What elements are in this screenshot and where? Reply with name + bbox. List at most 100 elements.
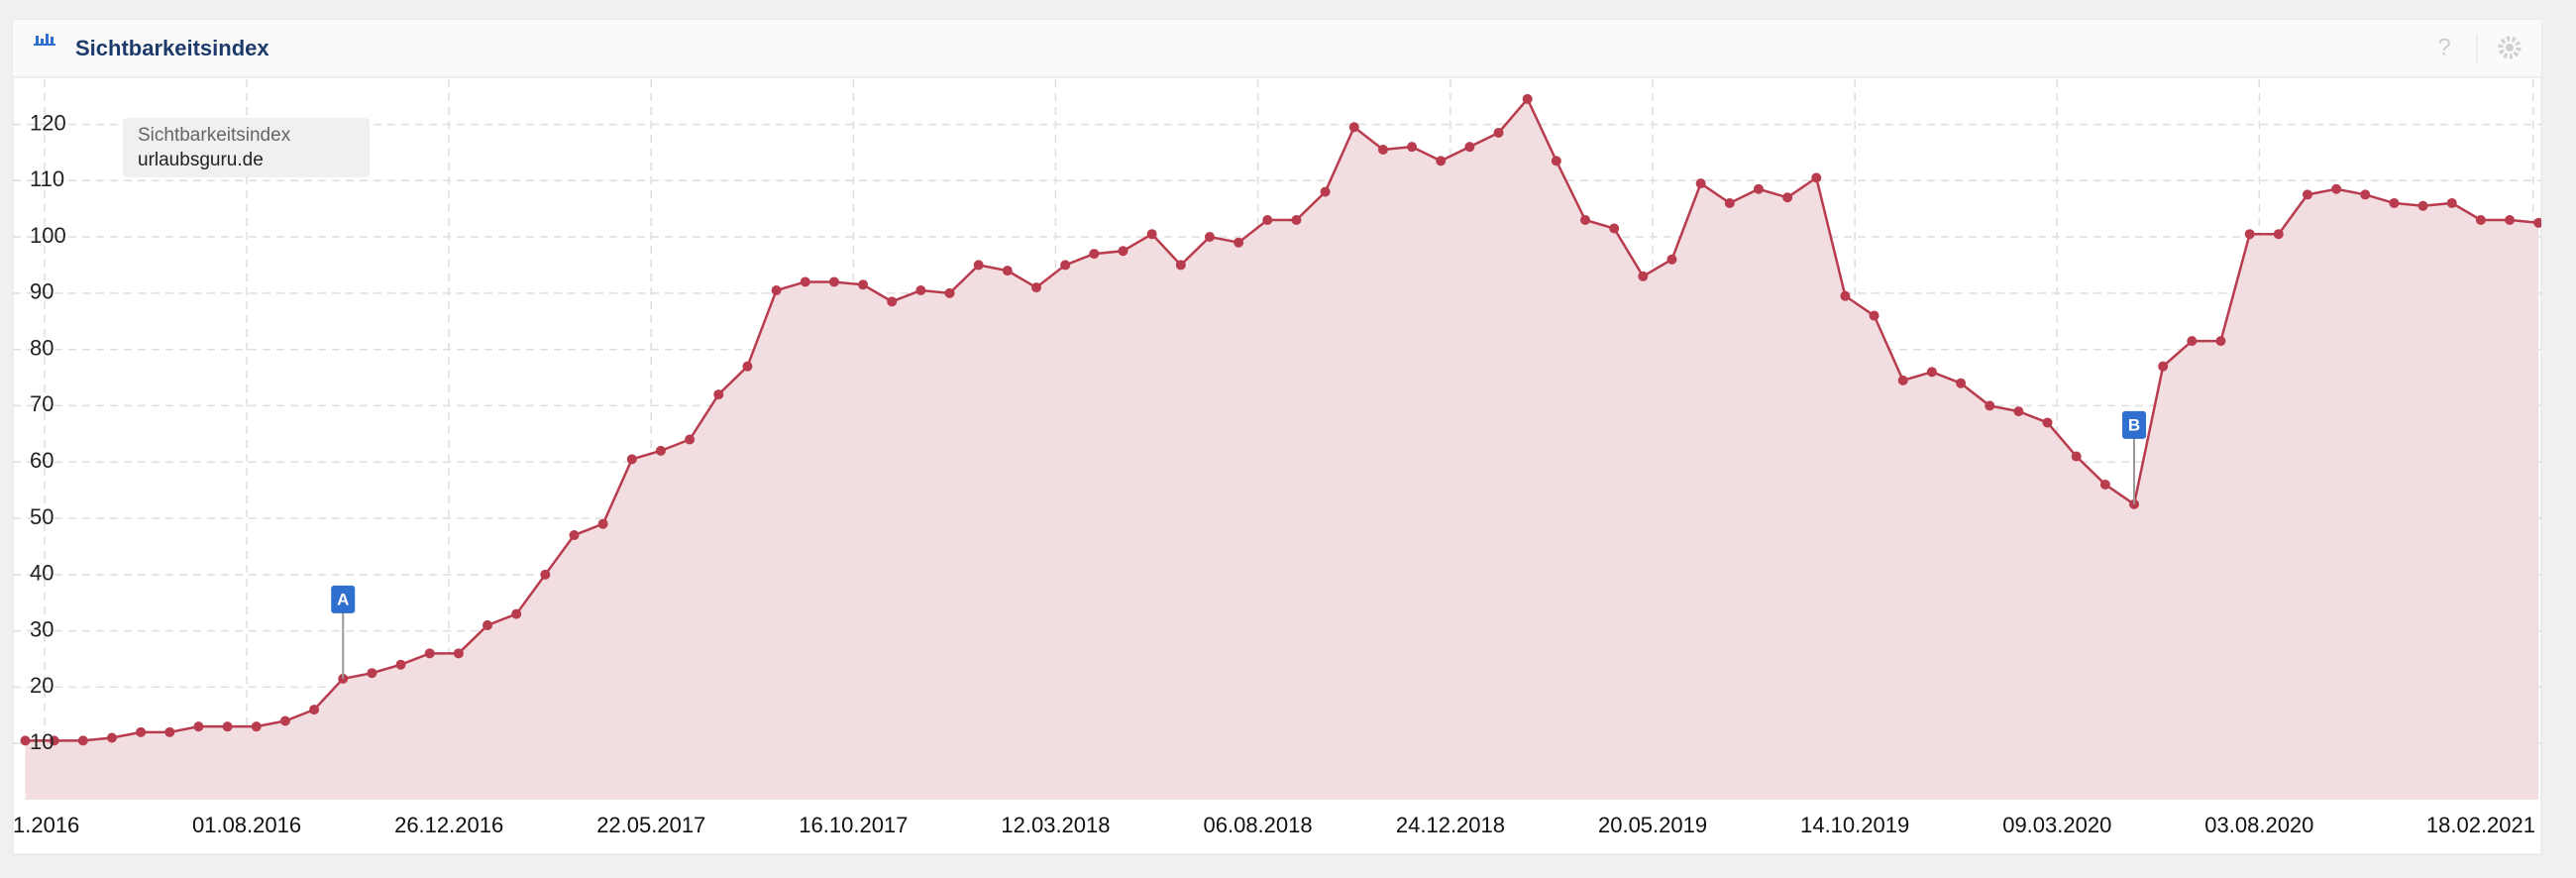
settings-icon[interactable]	[2498, 36, 2522, 59]
x-tick-label: 12.03.2018	[1001, 813, 1110, 837]
x-tick-label: 16.10.2017	[799, 813, 908, 837]
legend-title: Sichtbarkeitsindex	[138, 125, 291, 146]
data-point	[49, 735, 59, 746]
svg-text:?: ?	[2437, 34, 2450, 60]
data-point	[1407, 142, 1418, 153]
y-tick-label: 40	[30, 561, 54, 586]
data-point	[2013, 406, 2024, 417]
data-point	[2446, 197, 2457, 208]
data-point	[1118, 246, 1128, 257]
data-point	[1320, 186, 1331, 197]
data-point	[1204, 232, 1215, 243]
data-point	[1926, 367, 1937, 378]
y-tick-label: 120	[30, 110, 66, 135]
x-tick-label: 06.08.2018	[1204, 813, 1313, 837]
card-title: Sichtbarkeitsindex	[75, 36, 269, 60]
data-point	[973, 260, 984, 271]
data-point	[2273, 229, 2284, 240]
data-point	[424, 648, 435, 659]
data-point	[2360, 189, 2371, 200]
data-point	[1291, 214, 1302, 225]
data-point	[1175, 260, 1186, 271]
data-point	[771, 284, 782, 295]
data-point	[1956, 378, 1967, 388]
data-point	[2071, 451, 2082, 462]
data-point	[483, 619, 493, 630]
data-point	[1753, 183, 1764, 194]
chart-icon	[34, 34, 55, 46]
data-point	[828, 276, 839, 287]
legend-entry: urlaubsguru.de	[138, 150, 264, 170]
annotation-label: A	[337, 590, 349, 608]
data-point	[2187, 336, 2198, 347]
data-point	[742, 361, 753, 372]
data-point	[77, 735, 88, 746]
data-point	[626, 454, 637, 465]
data-point	[1782, 192, 1793, 203]
data-point	[2475, 214, 2486, 225]
data-point	[1436, 156, 1447, 166]
data-point	[1060, 260, 1071, 271]
area-fill	[25, 98, 2539, 800]
data-point	[655, 445, 666, 456]
data-point	[1840, 290, 1851, 301]
data-point	[193, 721, 204, 732]
help-icon[interactable]: ?	[2437, 34, 2450, 60]
data-point	[367, 668, 377, 679]
data-point	[1609, 223, 1620, 234]
x-tick-label: 24.12.2018	[1396, 813, 1505, 837]
data-point	[2505, 214, 2516, 225]
x-tick-label: 03.08.2020	[2204, 813, 2313, 837]
data-point	[1234, 237, 1244, 248]
data-point	[1493, 127, 1504, 138]
x-tick-label: 14.10.2019	[1800, 813, 1909, 837]
x-tick-label: 01.08.2016	[192, 813, 301, 837]
data-point	[453, 648, 464, 659]
legend-box	[123, 118, 370, 177]
data-point	[164, 726, 175, 737]
data-point	[2158, 361, 2169, 372]
y-tick-label: 10	[30, 729, 54, 754]
data-point	[2533, 217, 2541, 228]
y-tick-label: 110	[30, 166, 64, 191]
x-tick-label: 20.05.2019	[1598, 813, 1707, 837]
series-line	[25, 96, 2539, 742]
x-tick-label: 18.02.2021	[2426, 813, 2535, 837]
data-point	[279, 715, 290, 726]
data-point	[858, 279, 869, 290]
data-point	[685, 434, 696, 445]
data-point	[713, 389, 724, 400]
y-tick-label: 100	[30, 223, 66, 248]
data-point	[597, 518, 608, 529]
y-tick-label: 20	[30, 673, 54, 698]
annotation-flag	[2122, 410, 2147, 439]
y-tick-label: 60	[30, 448, 54, 473]
y-tick-label: 80	[30, 335, 54, 360]
x-tick-label: 26.12.2016	[394, 813, 503, 837]
x-tick-label: 09.03.2020	[2002, 813, 2111, 837]
data-point	[1897, 375, 1908, 385]
data-point	[540, 569, 551, 580]
data-point	[1348, 122, 1359, 133]
data-point	[1031, 282, 1042, 293]
y-tick-label: 70	[30, 391, 54, 416]
data-point	[251, 721, 262, 732]
data-point	[1580, 214, 1591, 225]
data-point	[136, 726, 147, 737]
data-point	[1377, 144, 1388, 155]
data-point	[395, 659, 406, 670]
data-point	[2331, 183, 2342, 194]
data-point	[944, 287, 955, 298]
annotation-flag	[331, 585, 356, 613]
data-point	[2389, 197, 2400, 208]
data-point	[1695, 178, 1706, 189]
annotation-label: B	[2128, 415, 2140, 434]
plot-area	[13, 79, 2541, 800]
data-point	[309, 705, 320, 715]
data-point	[1002, 266, 1013, 276]
data-point	[1811, 172, 1822, 183]
data-point	[2042, 417, 2053, 428]
data-point	[569, 530, 580, 541]
